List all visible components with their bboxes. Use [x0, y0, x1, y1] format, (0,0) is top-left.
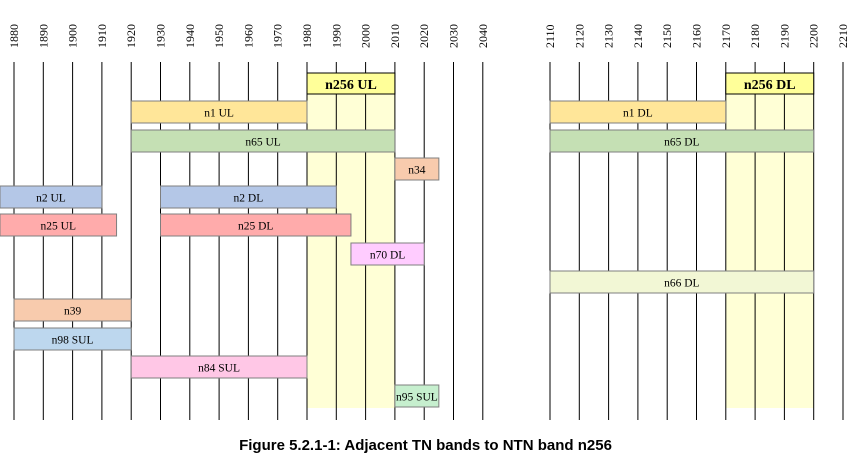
tick-label-2040: 2040: [476, 24, 490, 48]
band-bar-n1-ul: [130, 100, 308, 124]
tick-label-1960: 1960: [241, 24, 255, 48]
tick-label-1880: 1880: [7, 24, 21, 48]
tick-label-1900: 1900: [66, 24, 80, 48]
tick-label-2180: 2180: [748, 24, 762, 48]
band-n98-sul: n98 SUL: [13, 327, 132, 351]
tick-label-1980: 1980: [300, 24, 314, 48]
band-label-n84-sul: n84 SUL: [198, 363, 240, 375]
tick-label-1920: 1920: [124, 24, 138, 48]
tick-label-1910: 1910: [95, 24, 109, 48]
band-n95-sul: n95 SUL: [394, 384, 440, 408]
band-label-n65-ul: n65 UL: [245, 137, 280, 149]
band-bar-n98-sul: [13, 327, 132, 351]
tick-label-2030: 2030: [447, 24, 461, 48]
band-n25-dl: n25 DL: [160, 213, 352, 237]
tick-label-2190: 2190: [777, 24, 791, 48]
highlight-label-box-n256-dl: [725, 72, 815, 95]
highlight-label-box-n256-ul: [306, 72, 396, 95]
band-n70-dl: n70 DL: [350, 242, 425, 266]
band-bar-n25-ul: [0, 213, 118, 237]
band-bar-n65-ul: [130, 129, 396, 153]
band-bar-n2-ul: [0, 185, 103, 209]
highlight-label-n256-dl: n256 DL: [744, 78, 796, 93]
band-n1-ul: n1 UL: [130, 100, 308, 124]
tick-label-1990: 1990: [329, 24, 343, 48]
band-bar-n95-sul: [394, 384, 440, 408]
tick-label-2140: 2140: [631, 24, 645, 48]
band-label-n1-ul: n1 UL: [204, 108, 234, 120]
tick-label-1940: 1940: [183, 24, 197, 48]
band-n2-ul: n2 UL: [0, 185, 103, 209]
tick-label-2170: 2170: [719, 24, 733, 48]
tick-label-2150: 2150: [660, 24, 674, 48]
band-bar-n1-dl: [549, 100, 727, 124]
band-label-n25-ul: n25 UL: [41, 221, 76, 233]
band-bar-n39: [13, 298, 132, 322]
tick-label-2000: 2000: [359, 24, 373, 48]
band-n25-ul: n25 UL: [0, 213, 118, 237]
band-label-n65-dl: n65 DL: [664, 137, 699, 149]
highlight-regions: [307, 73, 814, 408]
band-label-n98-sul: n98 SUL: [52, 335, 94, 347]
band-bar-n2-dl: [160, 185, 337, 209]
band-n34: n34: [394, 157, 440, 181]
highlight-label-n256-ul: n256 UL: [325, 78, 377, 93]
highlight-region-n256-ul: [307, 73, 395, 408]
band-label-n25-dl: n25 DL: [238, 221, 273, 233]
band-n39: n39: [13, 298, 132, 322]
band-label-n70-dl: n70 DL: [370, 250, 405, 262]
tick-label-2020: 2020: [417, 24, 431, 48]
band-bars: n1 UL n1 DL n65 UL n65 DL n34 n2 UL n2 DL n25 U…: [0, 100, 815, 408]
tick-label-1950: 1950: [212, 24, 226, 48]
band-bar-n65-dl: [549, 129, 815, 153]
band-label-n34: n34: [408, 165, 426, 177]
tick-label-2160: 2160: [690, 24, 704, 48]
band-label-n66-dl: n66 DL: [664, 278, 699, 290]
band-bar-n70-dl: [350, 242, 425, 266]
highlight-region-n256-dl: [725, 73, 814, 408]
frequency-tick-labels: 1880 1890 1900 1910 1920 1930 1940 1950 1960 1970…: [7, 24, 850, 48]
band-label-n39: n39: [64, 306, 82, 318]
tick-label-2110: 2110: [543, 24, 557, 48]
tick-label-2210: 2210: [836, 24, 850, 48]
tick-label-1970: 1970: [271, 24, 285, 48]
band-label-n2-dl: n2 DL: [234, 193, 264, 205]
band-n65-dl: n65 DL: [549, 129, 815, 153]
band-bar-n34: [394, 157, 440, 181]
tick-label-2010: 2010: [388, 24, 402, 48]
band-bar-n84-sul: [130, 355, 308, 379]
band-bar-n25-dl: [160, 213, 352, 237]
band-n65-ul: n65 UL: [130, 129, 396, 153]
band-label-n1-dl: n1 DL: [623, 108, 653, 120]
band-n84-sul: n84 SUL: [130, 355, 308, 379]
figure-caption: Figure 5.2.1-1: Adjacent TN bands to NTN…: [239, 437, 612, 454]
tick-label-1930: 1930: [154, 24, 168, 48]
tick-label-2200: 2200: [807, 24, 821, 48]
tick-label-2120: 2120: [572, 24, 586, 48]
band-label-n2-ul: n2 UL: [36, 193, 66, 205]
band-n1-dl: n1 DL: [549, 100, 727, 124]
highlight-labels: n256 UL n256 DL: [306, 72, 815, 95]
band-label-n95-sul: n95 SUL: [396, 392, 438, 404]
band-n2-dl: n2 DL: [160, 185, 337, 209]
tick-label-2130: 2130: [602, 24, 616, 48]
tick-label-1890: 1890: [36, 24, 50, 48]
band-bar-n66-dl: [549, 270, 815, 294]
band-n66-dl: n66 DL: [549, 270, 815, 294]
frequency-band-chart: 1880 1890 1900 1910 1920 1930 1940 1950 1960 1970…: [0, 24, 850, 420]
